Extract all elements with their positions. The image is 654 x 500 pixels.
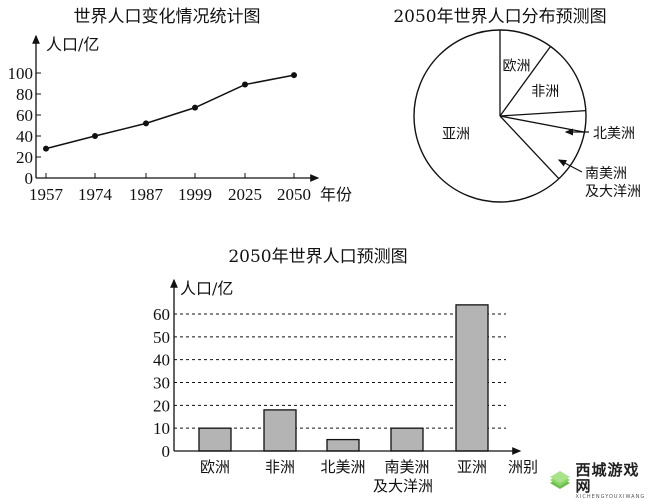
pie-slice-border (499, 46, 552, 117)
bar-chart-title: 2050年世界人口预测图 (228, 247, 407, 267)
line-x-tick: 2025 (228, 185, 262, 204)
bar-x-tick: 及大洋洲 (373, 477, 433, 495)
watermark-title: 西城游戏网 (575, 461, 640, 495)
bar-x-tick: 非洲 (265, 458, 295, 476)
pie-slice-border (499, 115, 560, 180)
bar-chart: 2050年世界人口预测图 0 10 20 30 40 50 60 人口/亿洲别 欧洲 非洲 北美洲 南美… (153, 247, 538, 495)
pie-label: 非洲 (531, 84, 559, 100)
pie-label-south-america-1: 南美洲 (585, 166, 627, 182)
bar-y-label: 人口/亿 (180, 279, 233, 298)
bar-y-tick: 40 (153, 351, 170, 370)
bar-y-tick: 20 (153, 396, 170, 415)
bar-x-tick: 欧洲 (200, 458, 230, 476)
bar-x-tick: 亚洲 (457, 458, 487, 476)
bar-x-tick: 南美洲 (384, 458, 429, 476)
line-x-tick: 1957 (29, 185, 64, 204)
line-x-tick: 2050 (277, 185, 311, 204)
bar (326, 438, 360, 452)
pie-label-north-america: 北美洲 (593, 126, 635, 142)
pie-chart-title: 2050年世界人口分布预测图 (393, 7, 606, 27)
line-point (242, 81, 248, 88)
line-point (43, 145, 49, 152)
watermark-subtitle: XICHENGYOUXIWANG (575, 494, 646, 500)
line-series (45, 74, 295, 150)
line-point (143, 120, 149, 127)
line-point (92, 133, 98, 139)
line-y-tick: 100 (8, 64, 34, 83)
bar-x-tick: 北美洲 (320, 458, 365, 476)
bar-y-tick: 30 (153, 374, 170, 393)
bar (198, 427, 232, 452)
line-point (192, 104, 198, 111)
line-y-tick: 40 (16, 127, 33, 146)
bar (390, 427, 424, 452)
line-x-label: 年份 (320, 185, 352, 204)
pie-label-south-america-2: 及大洋洲 (585, 184, 641, 200)
bar (263, 409, 297, 452)
line-y-tick: 20 (16, 148, 33, 167)
bar-x-label: 洲别 (508, 458, 538, 476)
bar-y-tick: 10 (153, 419, 170, 438)
bar-y-tick: 50 (153, 328, 170, 347)
line-y-tick: 60 (16, 106, 33, 125)
pie-label: 欧洲 (502, 58, 530, 74)
line-chart-title: 世界人口变化情况统计图 (74, 7, 261, 27)
bar-y-tick: 0 (162, 442, 171, 461)
line-x-tick: 1999 (178, 185, 212, 204)
bar (455, 304, 489, 452)
watermark-logo-icon (548, 469, 572, 493)
line-y-tick: 80 (16, 85, 33, 104)
pie-label: 亚洲 (442, 126, 470, 142)
line-x-tick: 1987 (129, 185, 164, 204)
watermark: 西城游戏网 XICHENGYOUXIWANG (548, 462, 654, 500)
bar-y-tick: 60 (153, 305, 170, 324)
pie-slice-border (499, 109, 586, 117)
line-x-tick: 1974 (78, 185, 113, 204)
line-y-label: 人口/亿 (46, 35, 99, 54)
line-point (291, 72, 297, 79)
line-y-tick: 0 (25, 169, 34, 188)
